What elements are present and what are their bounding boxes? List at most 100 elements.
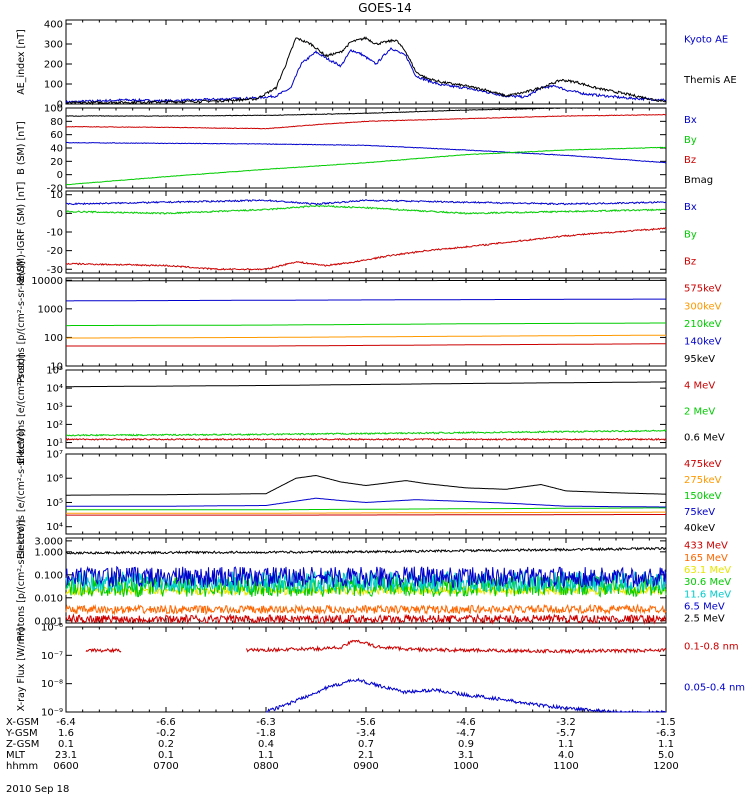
series-line-by <box>66 146 667 186</box>
y-axis-label: Electrons [e/(cm²-s-sr-keV)] <box>16 429 27 559</box>
legend-kyoto-ae: Kyoto AE <box>684 34 728 45</box>
y-tick-label: 3.000 <box>34 536 63 547</box>
series-line-210kev <box>66 322 666 327</box>
table-cell: -5.6 <box>356 717 376 728</box>
series-line-95kev <box>66 279 666 282</box>
table-cell: -0.2 <box>156 728 176 739</box>
y-tick-label: 1.000 <box>34 547 63 558</box>
y-tick-label: 0.010 <box>34 593 63 604</box>
panel-bsm: -20 0 20 40 60 80 100 B (SM) [nT] Bx By Bz Bmag <box>16 104 713 195</box>
table-cell: -6.3 <box>656 728 676 739</box>
series-line-2-mev <box>66 429 667 437</box>
series-line-bx <box>65 141 667 164</box>
y-tick-label: -10 <box>47 228 63 239</box>
legend-95kev: 95keV <box>684 354 715 365</box>
table-cell: -6.3 <box>256 717 276 728</box>
panel-ae: 0 100 200 300 400 AE_index [nT] Kyoto AE Themis… <box>16 19 737 111</box>
table-cell: 1.1 <box>258 750 274 761</box>
table-cell: 4.0 <box>558 750 574 761</box>
legend-themis-ae: Themis AE <box>683 75 737 86</box>
table-row-label: hhmm <box>6 761 39 772</box>
series-line-6-5-mev <box>65 565 667 589</box>
table-cell: 1200 <box>653 761 679 772</box>
legend-30-6-mev: 30.6 MeV <box>684 577 731 588</box>
table-cell: -4.7 <box>456 728 476 739</box>
legend-475kev: 475keV <box>684 459 722 470</box>
table-cell: 0.9 <box>458 739 474 750</box>
y-tick-label: 10000 <box>31 276 63 287</box>
legend-0-1-0-8-nm: 0.1-0.8 nm <box>684 642 739 653</box>
table-cell: 0700 <box>153 761 179 772</box>
y-axis-label: AE_index [nT] <box>16 29 27 95</box>
series-line-0-1-0-8-nm <box>245 639 667 655</box>
y-tick-label: 10⁻⁸ <box>41 679 63 690</box>
table-cell: 1.1 <box>658 739 674 750</box>
legend-by: By <box>684 229 697 240</box>
y-tick-label: 100 <box>44 104 63 115</box>
y-tick-label: 200 <box>44 60 63 71</box>
y-tick-label: 10⁵ <box>46 366 63 377</box>
panel-frame <box>65 369 667 449</box>
y-tick-label: 10¹ <box>46 438 63 449</box>
legend-40kev: 40keV <box>684 523 715 534</box>
legend-2-5-mev: 2.5 MeV <box>684 614 725 625</box>
y-tick-label: 10⁶ <box>46 474 63 485</box>
y-tick-label: 0.100 <box>34 570 63 581</box>
panel-electrons_epead: 10¹ 10² 10³ 10⁴ 10⁵ Electrons [e/(cm²-s-sr)] 4… <box>16 354 725 464</box>
table-cell: 0.1 <box>158 750 174 761</box>
y-tick-label: 100 <box>44 333 63 344</box>
series-line-bz <box>65 113 667 130</box>
legend-bz: Bz <box>684 155 696 166</box>
y-tick-label: 0 <box>57 100 63 111</box>
y-tick-label: 10³ <box>46 402 63 413</box>
series-line-bmag <box>66 107 666 117</box>
series-line-275kev <box>66 511 666 514</box>
y-tick-label: 0 <box>57 170 63 181</box>
y-tick-label: 10 <box>50 362 63 373</box>
series-line-bx <box>66 199 667 206</box>
y-axis-label: B (SM) [nT] <box>16 121 27 174</box>
panel-protons_mage: 10 100 1000 10000 Protons [p/(cm²-s-sr-keV)]… <box>16 261 722 383</box>
legend-bmag: Bmag <box>684 175 713 186</box>
y-tick-label: 0 <box>57 209 63 220</box>
table-cell: 1000 <box>453 761 479 772</box>
series-line-0-05-0-4-nm <box>266 677 667 714</box>
y-tick-label: 10⁻⁶ <box>41 623 63 634</box>
table-cell: 0600 <box>53 761 79 772</box>
panel-xray: 10⁻⁹ 10⁻⁸ 10⁻⁷ 10⁻⁶ X-ray Flux [W/m²] 0.1-0.8… <box>16 623 745 719</box>
series-line-150kev <box>66 507 667 511</box>
table-cell: -1.5 <box>656 717 676 728</box>
y-tick-label: 10⁻⁹ <box>41 708 63 719</box>
legend-0-6-mev: 0.6 MeV <box>684 432 725 443</box>
y-tick-label: 400 <box>44 20 63 31</box>
table-cell: 5.0 <box>658 750 674 761</box>
y-tick-label: 100 <box>44 80 63 91</box>
series-line-by <box>65 204 667 215</box>
series-line-4-mev <box>65 437 667 442</box>
y-tick-label: 10² <box>46 420 63 431</box>
table-cell: 1.6 <box>58 728 74 739</box>
y-axis-label: Protons [p/(cm²-s-sr-keV)] <box>16 520 27 642</box>
legend-by: By <box>684 135 697 146</box>
panel-frame <box>65 626 667 713</box>
table-cell: -6.4 <box>56 717 76 728</box>
series-line-0-6-mev <box>66 381 666 388</box>
series-line-themis-ae <box>65 36 667 106</box>
table-cell: -3.2 <box>556 717 576 728</box>
legend-bx: Bx <box>684 202 697 213</box>
legend-0-05-0-4-nm: 0.05-0.4 nm <box>684 683 745 694</box>
y-tick-label: 10⁻⁷ <box>41 651 63 662</box>
table-cell: -3.4 <box>356 728 376 739</box>
y-tick-label: 40 <box>50 144 63 155</box>
table-row-label: Y-GSM <box>6 728 38 739</box>
table-cell: 1100 <box>553 761 579 772</box>
y-axis-label: X-ray Flux [W/m²] <box>16 628 27 712</box>
series-line-kyoto-ae <box>65 47 667 104</box>
y-axis-label: Protons [p/(cm²-s-sr-keV)] <box>16 261 27 383</box>
legend-165-mev: 165 MeV <box>684 553 728 564</box>
table-cell: 23.1 <box>54 750 78 761</box>
position-table: 2010 Sep 18 X-GSM -6.4 -6.6 -6.3 -5.6 -4.6 -3.… <box>0 717 750 800</box>
y-tick-label: 10 <box>50 190 63 201</box>
